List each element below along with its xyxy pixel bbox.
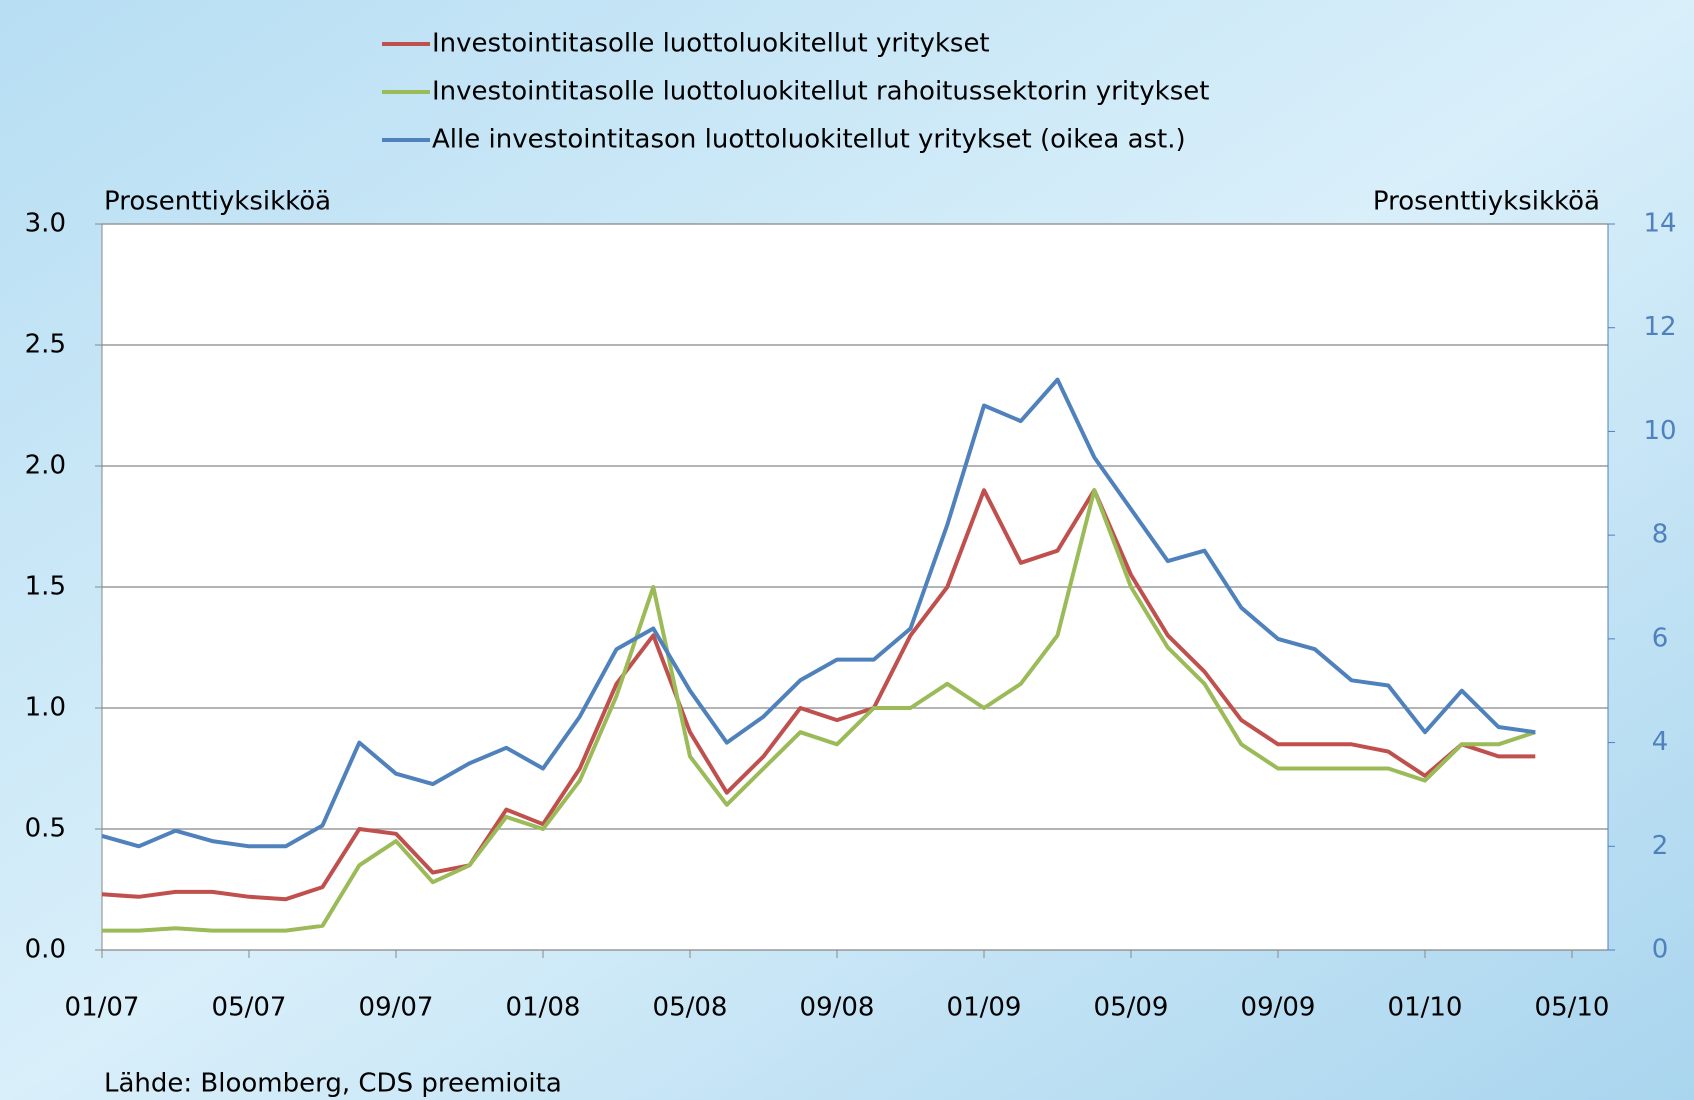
source-note: Lähde: Bloomberg, CDS preemioita bbox=[104, 1069, 562, 1099]
x-tick-label: 09/09 bbox=[1241, 993, 1316, 1023]
y-tick-label: 1.0 bbox=[25, 693, 66, 723]
y-tick-label: 3.0 bbox=[25, 209, 66, 239]
x-tick-label: 01/07 bbox=[65, 993, 140, 1023]
y2-tick-label: 12 bbox=[1643, 312, 1676, 342]
page: Prosenttiyksikköä Prosenttiyksikköä Lähd… bbox=[0, 0, 1694, 1100]
x-tick-label: 01/09 bbox=[947, 993, 1022, 1023]
y-tick-label: 1.5 bbox=[25, 572, 66, 602]
y2-tick-label: 0 bbox=[1652, 935, 1669, 965]
y2-tick-label: 6 bbox=[1652, 623, 1669, 653]
x-tick-label: 09/08 bbox=[800, 993, 875, 1023]
x-tick-label: 01/10 bbox=[1388, 993, 1463, 1023]
x-tick-label: 09/07 bbox=[359, 993, 434, 1023]
x-tick-label: 05/07 bbox=[212, 993, 287, 1023]
chart: Prosenttiyksikköä Prosenttiyksikköä Lähd… bbox=[0, 0, 1694, 1100]
y2-tick-label: 2 bbox=[1652, 831, 1669, 861]
y2-tick-label: 4 bbox=[1652, 727, 1669, 757]
y2-axis-label: Prosenttiyksikköä bbox=[1373, 187, 1600, 217]
x-tick-label: 05/08 bbox=[653, 993, 728, 1023]
y2-tick-label: 10 bbox=[1643, 416, 1676, 446]
y-tick-label: 0.0 bbox=[25, 935, 66, 965]
x-tick-label: 05/09 bbox=[1094, 993, 1169, 1023]
legend-label: Investointitasolle luottoluokitellut yri… bbox=[432, 29, 990, 59]
y-tick-label: 2.5 bbox=[25, 330, 66, 360]
y-tick-label: 2.0 bbox=[25, 451, 66, 481]
x-tick-label: 05/10 bbox=[1535, 993, 1610, 1023]
y-axis-label: Prosenttiyksikköä bbox=[104, 187, 331, 217]
legend-label: Investointitasolle luottoluokitellut rah… bbox=[432, 77, 1209, 107]
legend-label: Alle investointitason luottoluokitellut … bbox=[432, 125, 1186, 155]
x-tick-label: 01/08 bbox=[506, 993, 581, 1023]
y-tick-label: 0.5 bbox=[25, 814, 66, 844]
y2-tick-label: 8 bbox=[1652, 520, 1669, 550]
y2-tick-label: 14 bbox=[1643, 209, 1676, 239]
